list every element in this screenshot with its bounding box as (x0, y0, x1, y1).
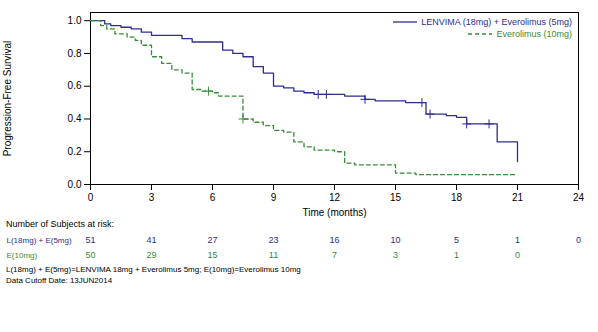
svg-text:41: 41 (146, 235, 156, 245)
svg-text:15: 15 (207, 250, 217, 260)
html-text:L(18mg) + E(5mg)=LENVIMA 18mg: L(18mg) + E(5mg)=LENVIMA 18mg + Everolim… (6, 265, 301, 274)
svg-text:0.6: 0.6 (68, 80, 82, 91)
svg-text:Time (months): Time (months) (302, 207, 366, 218)
svg-text:27: 27 (207, 235, 217, 245)
html-text:Data Cutoff Date: 13JUN2014: Data Cutoff Date: 13JUN2014 (6, 276, 113, 285)
svg-text:16: 16 (329, 235, 339, 245)
svg-text:1.0: 1.0 (68, 15, 82, 26)
svg-text:12: 12 (329, 192, 341, 203)
html-text:Number of Subjects at risk:: Number of Subjects at risk: (6, 219, 114, 229)
svg-text:0: 0 (576, 235, 581, 245)
html-text:LENVIMA (18mg) + Everolimus (5: LENVIMA (18mg) + Everolimus (5mg) (421, 17, 572, 27)
svg-text:11: 11 (269, 250, 278, 260)
svg-text:15: 15 (390, 192, 402, 203)
svg-text:5: 5 (454, 235, 459, 245)
svg-text:0.4: 0.4 (68, 113, 82, 124)
svg-text:1: 1 (515, 235, 520, 245)
svg-text:Progression-Free Survival: Progression-Free Survival (2, 41, 13, 157)
svg-text:0: 0 (88, 192, 94, 203)
svg-text:51: 51 (85, 235, 95, 245)
svg-text:21: 21 (512, 192, 524, 203)
svg-text:6: 6 (210, 192, 216, 203)
svg-text:29: 29 (146, 250, 156, 260)
html-text:Everolimus (10mg): Everolimus (10mg) (496, 29, 572, 39)
svg-text:24: 24 (573, 192, 585, 203)
svg-text:0: 0 (515, 250, 520, 260)
svg-text:18: 18 (451, 192, 463, 203)
svg-text:9: 9 (271, 192, 277, 203)
svg-text:0.2: 0.2 (68, 146, 82, 157)
svg-text:23: 23 (268, 235, 278, 245)
svg-text:0.8: 0.8 (68, 48, 82, 59)
svg-text:1: 1 (454, 250, 459, 260)
svg-text:L(18mg) + E(5mg): L(18mg) + E(5mg) (7, 236, 72, 245)
svg-text:3: 3 (393, 250, 398, 260)
svg-text:3: 3 (149, 192, 155, 203)
svg-text:50: 50 (85, 250, 95, 260)
svg-text:0.0: 0.0 (68, 179, 82, 190)
svg-text:E(10mg): E(10mg) (7, 251, 38, 260)
svg-text:10: 10 (390, 235, 400, 245)
svg-text:7: 7 (332, 250, 337, 260)
